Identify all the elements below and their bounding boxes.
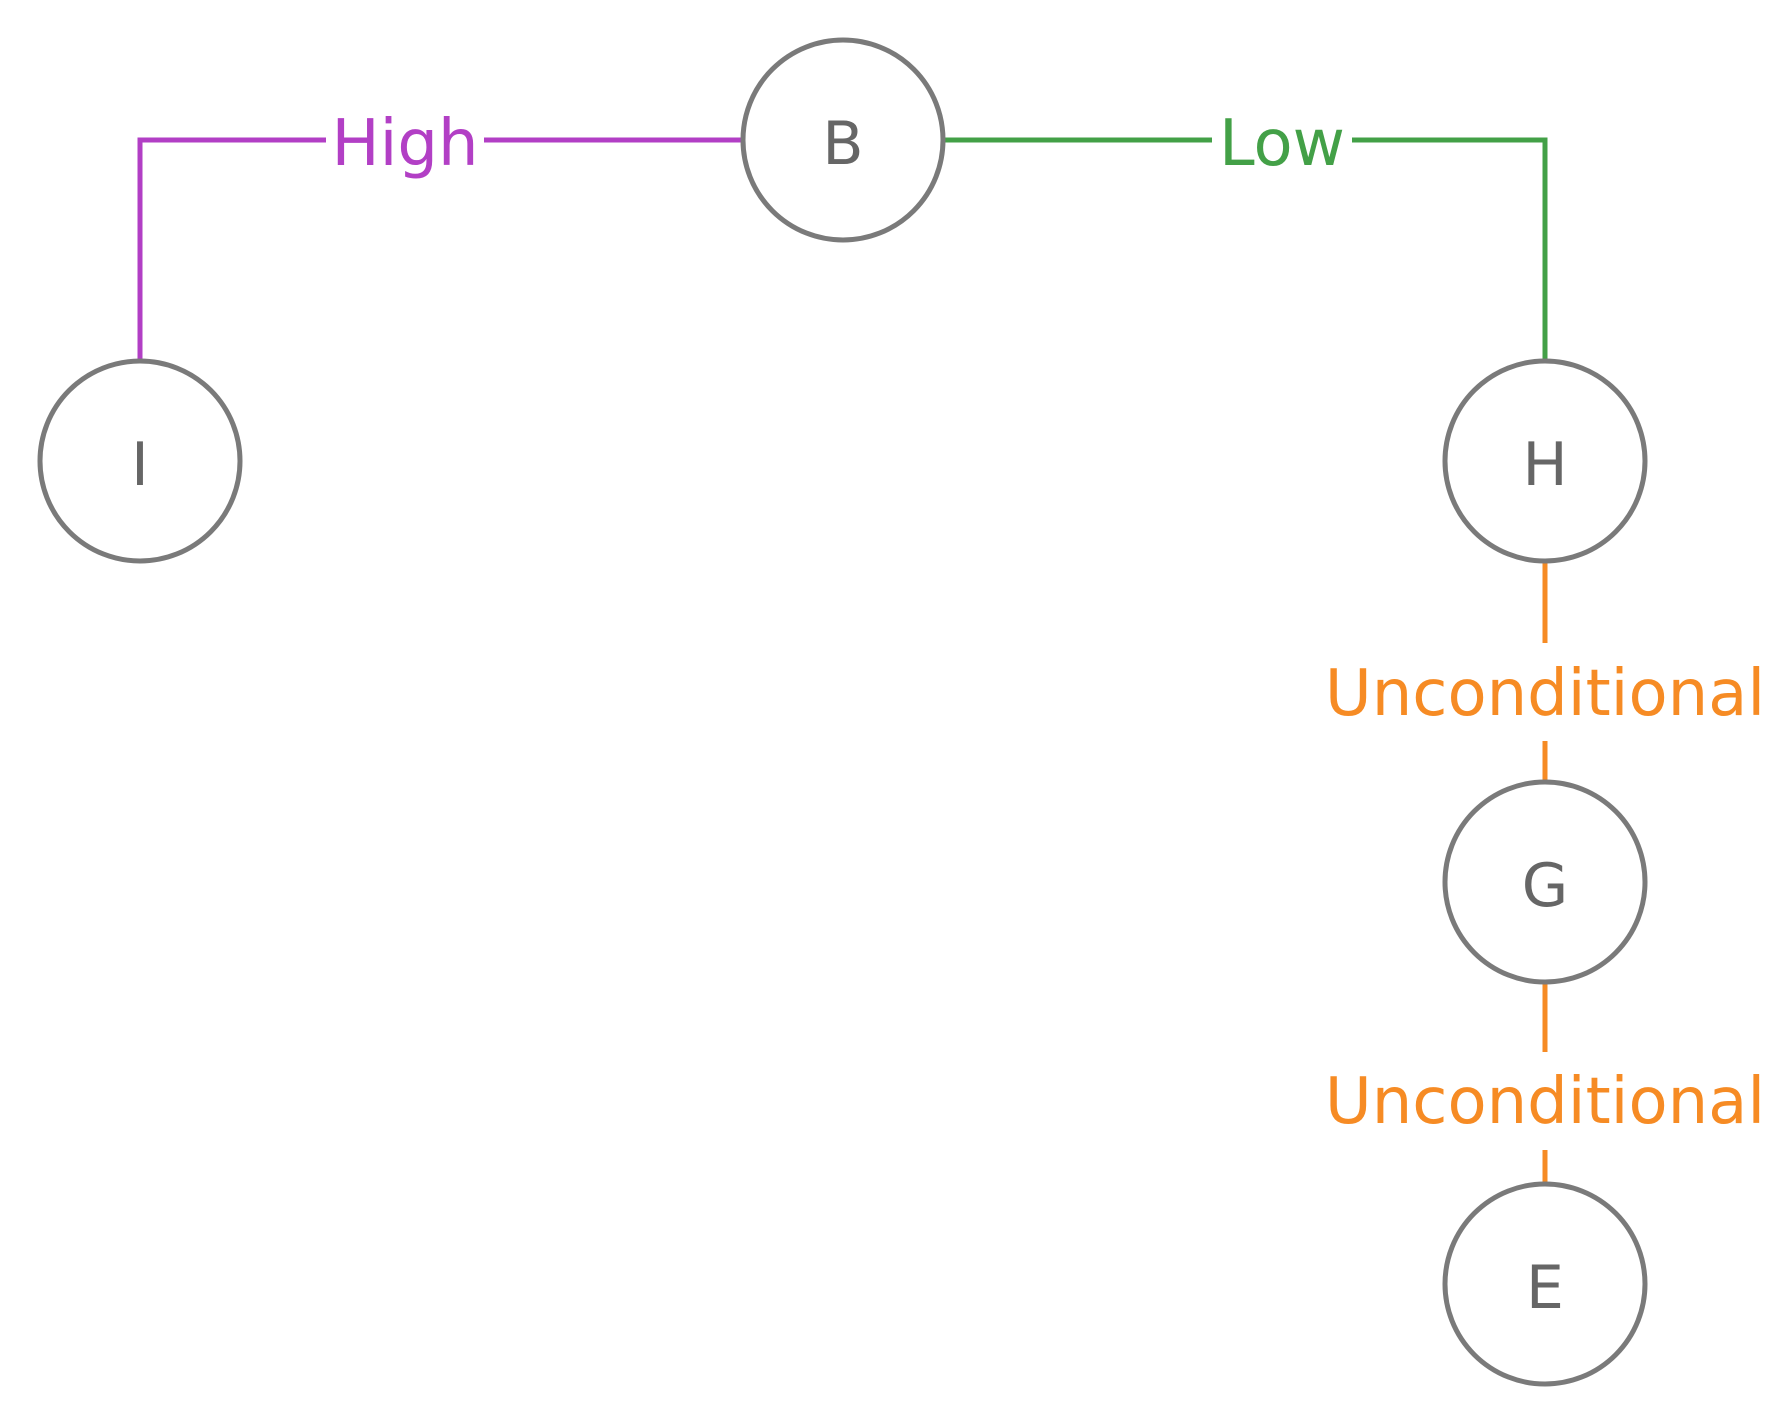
edge-low-line-right xyxy=(1352,137,1548,362)
edge-high-line-left xyxy=(137,137,326,362)
node-g: G xyxy=(1442,779,1648,985)
edge-b-to-i: High xyxy=(137,107,745,362)
edge-label-high: High xyxy=(331,107,478,181)
edge-label-low: Low xyxy=(1219,107,1345,181)
edge-g-to-e: Unconditional xyxy=(1325,980,1765,1185)
edge-label-unconditional-2: Unconditional xyxy=(1325,1065,1765,1139)
node-b: B xyxy=(740,37,946,243)
edge-h-to-g: Unconditional xyxy=(1325,560,1765,784)
node-e-label: E xyxy=(1526,1253,1564,1323)
node-b-label: B xyxy=(822,109,863,179)
edge-b-to-h: Low xyxy=(943,107,1548,362)
node-h-label: H xyxy=(1522,430,1567,500)
edge-label-unconditional-1: Unconditional xyxy=(1325,657,1765,731)
node-i-label: I xyxy=(131,430,149,500)
node-i: I xyxy=(37,358,243,564)
node-g-label: G xyxy=(1522,851,1569,921)
node-h: H xyxy=(1442,358,1648,564)
node-e: E xyxy=(1442,1181,1648,1387)
